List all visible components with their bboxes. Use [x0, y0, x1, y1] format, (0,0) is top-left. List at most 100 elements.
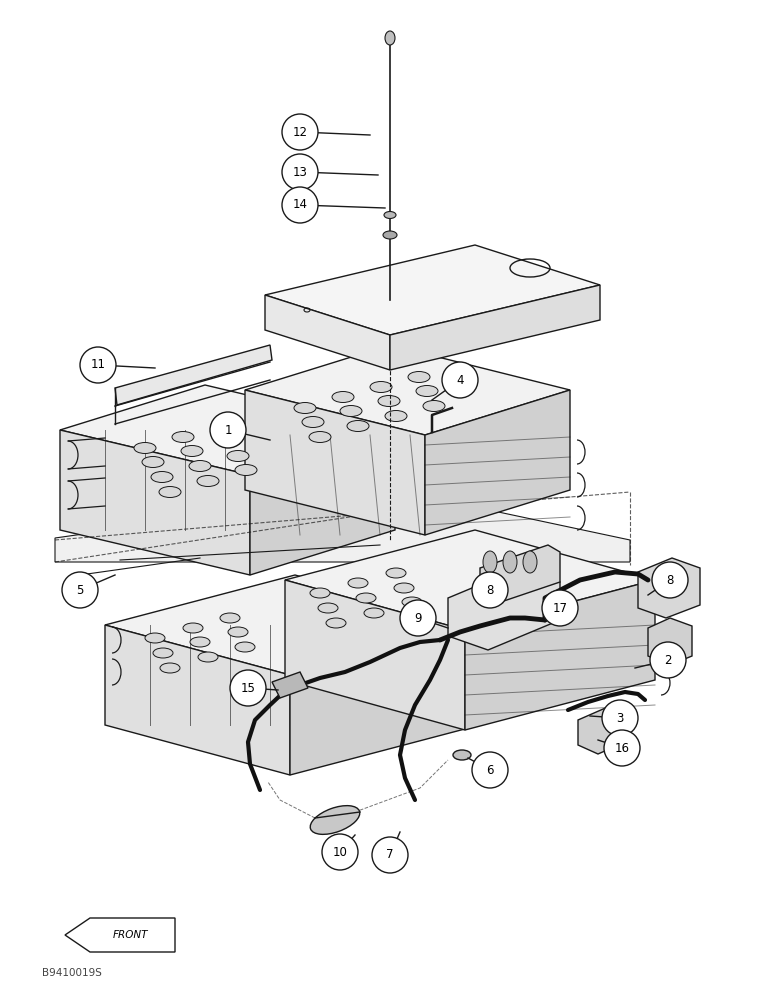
Ellipse shape — [228, 627, 248, 637]
Text: 16: 16 — [615, 742, 629, 754]
Ellipse shape — [227, 450, 249, 462]
Text: 6: 6 — [486, 764, 494, 776]
Ellipse shape — [220, 613, 240, 623]
Ellipse shape — [340, 406, 362, 416]
Ellipse shape — [356, 593, 376, 603]
Polygon shape — [55, 490, 630, 562]
Polygon shape — [245, 345, 570, 435]
Ellipse shape — [189, 460, 211, 472]
Text: 11: 11 — [90, 359, 106, 371]
Ellipse shape — [310, 806, 360, 834]
Circle shape — [62, 572, 98, 608]
Circle shape — [282, 154, 318, 190]
Text: 9: 9 — [415, 611, 422, 624]
Ellipse shape — [453, 750, 471, 760]
Circle shape — [472, 572, 508, 608]
Circle shape — [80, 347, 116, 383]
Text: 4: 4 — [456, 373, 464, 386]
Circle shape — [230, 670, 266, 706]
Text: 5: 5 — [76, 584, 83, 596]
Circle shape — [400, 600, 436, 636]
Polygon shape — [648, 618, 692, 665]
Text: 17: 17 — [553, 601, 567, 614]
Polygon shape — [272, 672, 308, 698]
Polygon shape — [265, 295, 390, 370]
Circle shape — [652, 562, 688, 598]
Circle shape — [322, 834, 358, 870]
Ellipse shape — [378, 395, 400, 406]
Circle shape — [282, 187, 318, 223]
Polygon shape — [425, 390, 570, 535]
Polygon shape — [65, 918, 175, 952]
Ellipse shape — [332, 391, 354, 402]
Polygon shape — [290, 625, 480, 775]
Circle shape — [472, 752, 508, 788]
Ellipse shape — [172, 432, 194, 442]
Polygon shape — [578, 706, 630, 754]
Ellipse shape — [153, 648, 173, 658]
Ellipse shape — [142, 456, 164, 468]
Text: B9410019S: B9410019S — [42, 968, 102, 978]
Circle shape — [282, 114, 318, 150]
Polygon shape — [638, 558, 700, 618]
Polygon shape — [285, 580, 465, 730]
Polygon shape — [265, 245, 600, 335]
Circle shape — [372, 837, 408, 873]
Polygon shape — [115, 345, 272, 405]
Ellipse shape — [348, 578, 368, 588]
Polygon shape — [448, 568, 560, 650]
Polygon shape — [60, 430, 250, 575]
Ellipse shape — [347, 420, 369, 432]
Ellipse shape — [235, 464, 257, 476]
Circle shape — [602, 700, 638, 736]
Ellipse shape — [385, 410, 407, 422]
Circle shape — [442, 362, 478, 398]
Text: 1: 1 — [224, 424, 232, 436]
Ellipse shape — [384, 212, 396, 219]
Ellipse shape — [385, 31, 395, 45]
Circle shape — [210, 412, 246, 448]
Circle shape — [650, 642, 686, 678]
Text: FRONT: FRONT — [112, 930, 147, 940]
Ellipse shape — [310, 588, 330, 598]
Polygon shape — [465, 580, 655, 730]
Text: 14: 14 — [293, 198, 307, 212]
Text: 13: 13 — [293, 165, 307, 178]
Ellipse shape — [181, 446, 203, 456]
Ellipse shape — [326, 618, 346, 628]
Ellipse shape — [198, 652, 218, 662]
Ellipse shape — [211, 422, 233, 432]
Ellipse shape — [370, 381, 392, 392]
Ellipse shape — [309, 432, 331, 442]
Circle shape — [604, 730, 640, 766]
Ellipse shape — [402, 597, 422, 607]
Ellipse shape — [408, 371, 430, 382]
Ellipse shape — [197, 476, 219, 487]
Ellipse shape — [159, 487, 181, 497]
Polygon shape — [105, 625, 290, 775]
Polygon shape — [60, 385, 395, 475]
Ellipse shape — [503, 551, 517, 573]
Text: 2: 2 — [664, 654, 672, 666]
Text: 7: 7 — [386, 848, 394, 861]
Text: 8: 8 — [486, 584, 493, 596]
Ellipse shape — [423, 400, 445, 412]
Circle shape — [542, 590, 578, 626]
Ellipse shape — [523, 551, 537, 573]
Polygon shape — [250, 430, 395, 575]
Text: 10: 10 — [333, 846, 347, 858]
Ellipse shape — [134, 442, 156, 454]
Ellipse shape — [383, 231, 397, 239]
Ellipse shape — [394, 583, 414, 593]
Ellipse shape — [190, 637, 210, 647]
Ellipse shape — [235, 642, 255, 652]
Polygon shape — [480, 545, 560, 605]
Ellipse shape — [145, 633, 165, 643]
Ellipse shape — [183, 623, 203, 633]
Ellipse shape — [151, 472, 173, 483]
Ellipse shape — [483, 551, 497, 573]
Text: 12: 12 — [293, 125, 307, 138]
Ellipse shape — [302, 416, 324, 428]
Polygon shape — [390, 285, 600, 370]
Text: 8: 8 — [666, 574, 674, 586]
